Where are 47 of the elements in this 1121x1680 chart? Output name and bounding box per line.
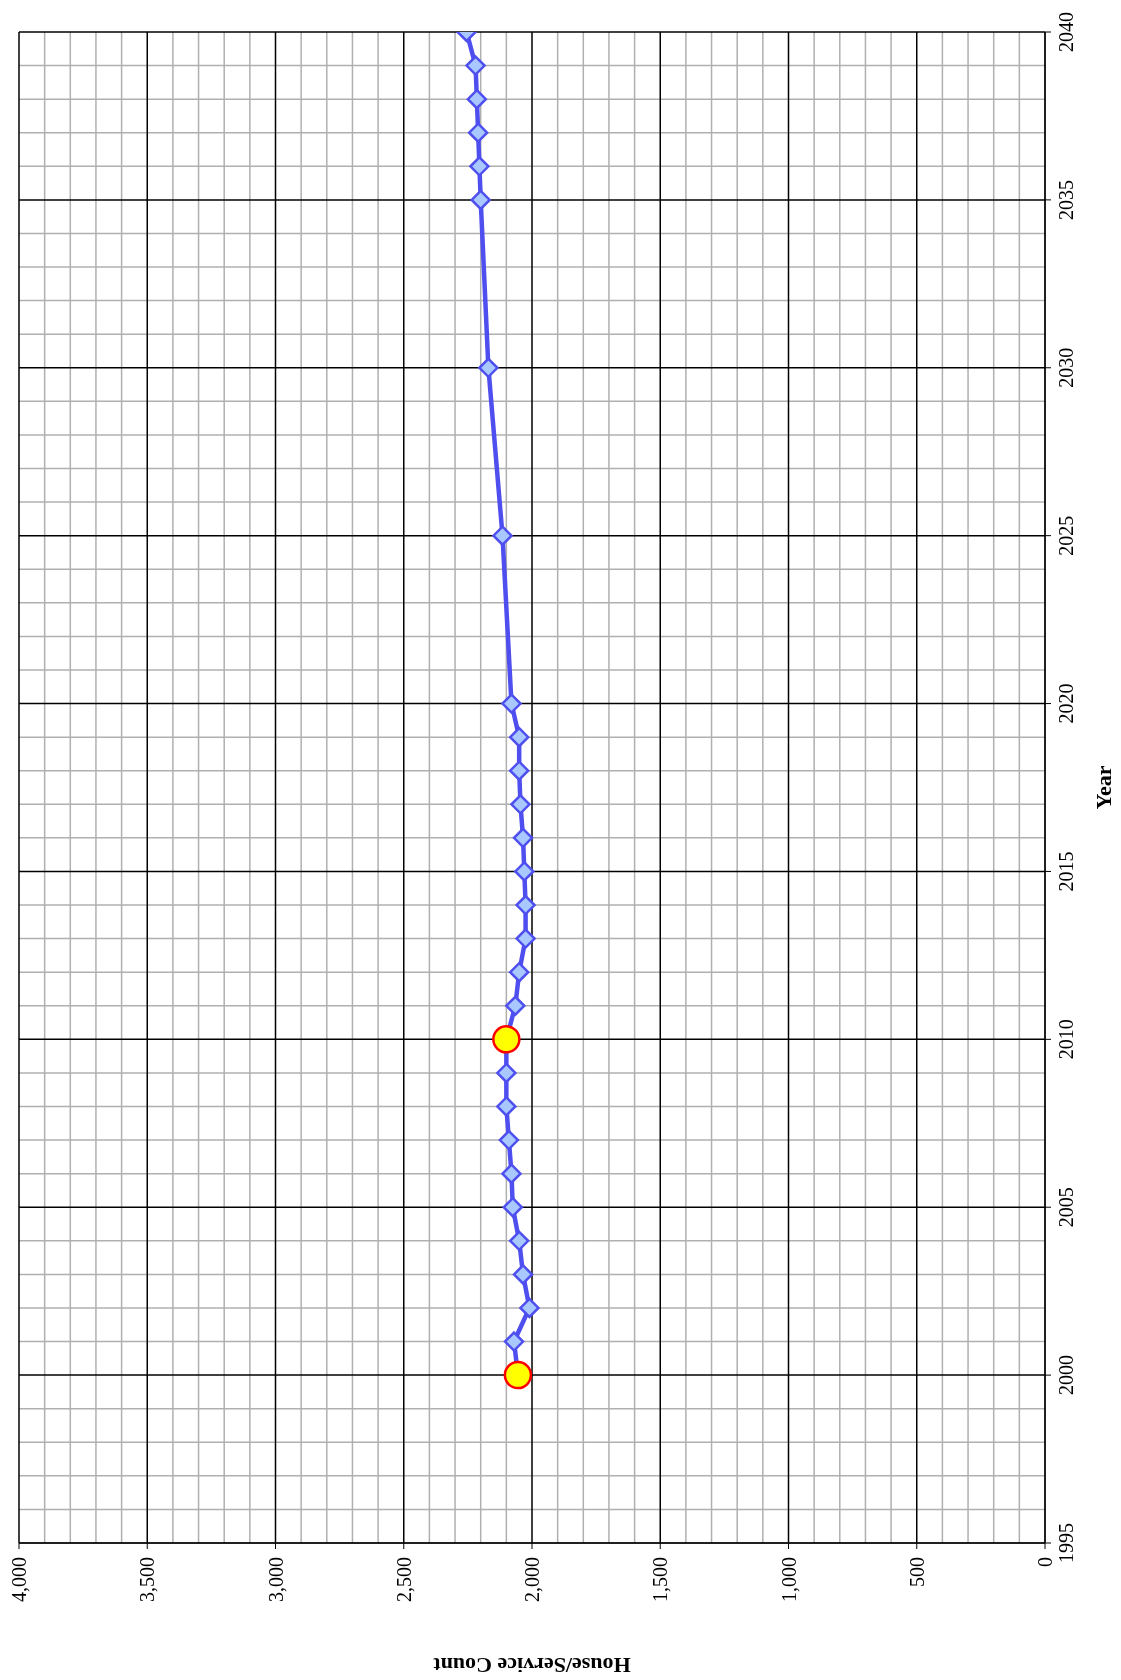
y-tick-label: 2035 (1055, 179, 1078, 220)
x-tick-label: 3,000 (264, 1557, 287, 1602)
point (501, 693, 522, 714)
x-tick-label: 2,500 (392, 1557, 415, 1602)
x-tick-label: 1,000 (777, 1557, 800, 1602)
point (508, 1230, 530, 1252)
point (496, 1062, 517, 1084)
point (478, 357, 499, 379)
point (519, 1297, 540, 1319)
point (466, 88, 488, 110)
point (470, 189, 491, 211)
y-tick-label: 2000 (1055, 1355, 1078, 1396)
point (503, 1331, 525, 1352)
point (512, 1264, 534, 1285)
point (465, 55, 486, 76)
x-tick-label: 2,000 (521, 1557, 543, 1602)
point (508, 961, 530, 983)
point (508, 726, 530, 748)
point (469, 156, 490, 177)
y-axis-title: Year (1090, 765, 1116, 810)
point (515, 894, 536, 916)
y-tick-label: 2010 (1055, 1019, 1078, 1060)
y-tick-label: 2020 (1055, 683, 1078, 724)
y-tick-label: 2030 (1055, 347, 1078, 388)
point (501, 1163, 522, 1184)
point (502, 1196, 524, 1218)
y-tick-label: 2005 (1055, 1187, 1078, 1228)
point (508, 760, 530, 781)
point (503, 1360, 533, 1390)
point (515, 928, 536, 949)
point (498, 1129, 520, 1151)
x-tick-label: 0 (1034, 1557, 1056, 1567)
x-tick-label: 500 (905, 1557, 928, 1587)
x-tick-label: 4,000 (8, 1557, 30, 1602)
point (514, 861, 535, 882)
y-tick-label: 2015 (1055, 851, 1078, 892)
point (496, 1096, 517, 1117)
y-tick-label: 2025 (1055, 515, 1078, 556)
point (510, 794, 531, 815)
y-tick-label: 1995 (1055, 1523, 1078, 1563)
x-tick-label: 3,500 (136, 1557, 159, 1602)
point (492, 525, 513, 546)
y-tick-label: 2040 (1055, 12, 1078, 52)
point (505, 995, 526, 1017)
point (512, 827, 534, 849)
point (467, 122, 489, 143)
x-tick-label: 1,500 (649, 1557, 672, 1602)
